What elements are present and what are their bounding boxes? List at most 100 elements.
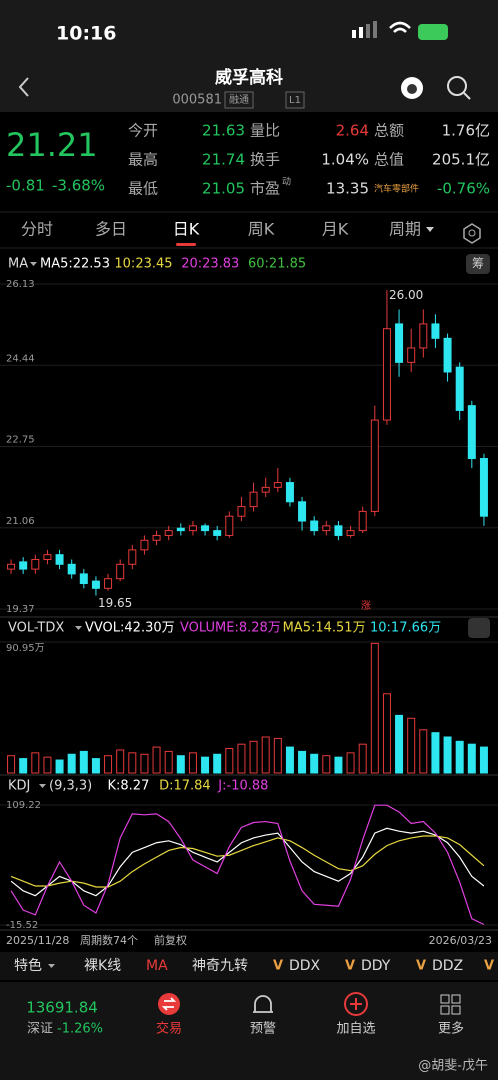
battery — [418, 24, 448, 40]
legend-item: 10:23.45 — [114, 257, 172, 272]
indicator-option[interactable]: DDY — [361, 958, 391, 974]
legend-item: 10:17.66万 — [370, 621, 441, 636]
candle-body — [116, 563, 125, 580]
legend-item: VOLUME:8.28万 — [180, 621, 281, 636]
indicator-name[interactable]: VOL-TDX — [8, 621, 64, 636]
stat-label: 汽车零部件 — [374, 183, 419, 195]
dropdown-arrow — [75, 626, 82, 630]
volume-bar — [237, 743, 246, 774]
tab[interactable]: 周期 — [389, 220, 421, 239]
trade-icon — [161, 997, 177, 1011]
wifi — [389, 21, 411, 33]
candle-body — [358, 510, 367, 532]
volume-bar — [395, 714, 404, 774]
volume-bar — [164, 750, 173, 774]
y-tick-label: 90.95万 — [6, 643, 45, 654]
indicator-option[interactable]: 神奇九转 — [192, 957, 248, 974]
trade-icon[interactable] — [158, 993, 180, 1015]
volume-bar — [407, 717, 416, 774]
high-label: 26.00 — [389, 288, 423, 302]
stat-label: 换手 — [250, 151, 280, 169]
indicator-option[interactable]: DDX — [289, 958, 321, 974]
volume-bar — [261, 736, 270, 774]
more-icon[interactable] — [440, 994, 450, 1004]
legend-item: D:17.84 — [159, 779, 211, 794]
candle-body — [164, 530, 173, 536]
volume-bar — [273, 737, 282, 774]
candle-body — [298, 501, 307, 522]
kdj-line — [10, 804, 485, 926]
settings-icon — [468, 229, 476, 237]
tab[interactable]: 月K — [322, 220, 349, 239]
alert-icon[interactable] — [253, 995, 273, 1013]
candle-body — [188, 525, 197, 532]
tab[interactable]: 周K — [248, 220, 275, 239]
date-start: 2025/11/28 — [6, 934, 69, 947]
candle-body — [31, 558, 40, 570]
stat-label: 总值 — [374, 151, 404, 169]
search-icon[interactable] — [447, 76, 467, 96]
watchlist-icon[interactable] — [344, 992, 368, 1016]
indicator-option[interactable]: DDZ — [432, 958, 463, 974]
volume-bar — [152, 746, 161, 774]
volume-bar — [91, 758, 100, 774]
stat-label: 量比 — [250, 122, 280, 140]
volume-bar — [455, 740, 464, 774]
header-bg — [0, 0, 498, 112]
tab[interactable]: 日K — [173, 220, 200, 239]
candle-body — [322, 525, 331, 532]
y-tick-label: 24.44 — [6, 353, 35, 364]
period-count: 周期数74个 — [80, 934, 138, 947]
indicator-params: (9,3,3) — [49, 779, 92, 794]
nav-label[interactable]: 加自选 — [336, 1022, 375, 1037]
stat-value: 2.64 — [336, 122, 369, 140]
volume-bar — [443, 736, 452, 774]
volume-bar — [322, 755, 331, 774]
adjust-mode: 前复权 — [154, 933, 187, 947]
candle-body — [7, 563, 16, 570]
indicator-option[interactable]: 裸K线 — [84, 958, 121, 974]
indicator-option[interactable]: MA — [146, 958, 168, 974]
nav-label[interactable]: 预警 — [250, 1021, 276, 1037]
status-time: 10:16 — [56, 23, 116, 45]
stat-value: -0.76% — [437, 180, 490, 198]
candle-body — [273, 482, 282, 488]
indicator-option[interactable]: 特色 — [14, 957, 42, 974]
volume-bar — [7, 755, 16, 774]
indicator-name[interactable]: KDJ — [8, 779, 30, 794]
candle-body — [455, 366, 464, 411]
indicator-prefix: V — [484, 959, 494, 974]
indicator-name[interactable]: MA — [8, 257, 28, 272]
search-icon — [463, 92, 471, 100]
back-button[interactable] — [18, 77, 29, 97]
settings-icon[interactable] — [463, 223, 481, 244]
marker: 涨 — [361, 600, 371, 612]
price-change: -0.81 — [6, 177, 45, 195]
candle-body — [249, 491, 258, 508]
more-icon — [451, 1005, 461, 1015]
candle-body — [43, 554, 52, 560]
tag-text: 融通 — [229, 94, 249, 106]
tab[interactable]: 分时 — [21, 220, 53, 239]
tab[interactable]: 多日 — [95, 220, 127, 239]
dropdown-arrow — [39, 784, 46, 788]
stat-value: 21.05 — [202, 180, 245, 198]
volume-bar — [79, 750, 88, 774]
tab-indicator — [176, 243, 196, 246]
candle-body — [19, 561, 28, 570]
nav-label[interactable]: 交易 — [156, 1021, 182, 1037]
dropdown-arrow — [30, 262, 37, 266]
candle-body — [395, 323, 404, 363]
stock-name: 威孚高科 — [215, 67, 283, 88]
candle-body — [201, 525, 210, 532]
volume-bar — [225, 748, 234, 774]
nav-label[interactable]: 更多 — [438, 1021, 464, 1037]
y-tick-label: 19.37 — [6, 604, 35, 615]
candle-body — [152, 534, 161, 541]
chips-button[interactable] — [466, 254, 490, 274]
expand-button[interactable] — [468, 618, 490, 638]
more-icon — [440, 1005, 450, 1015]
